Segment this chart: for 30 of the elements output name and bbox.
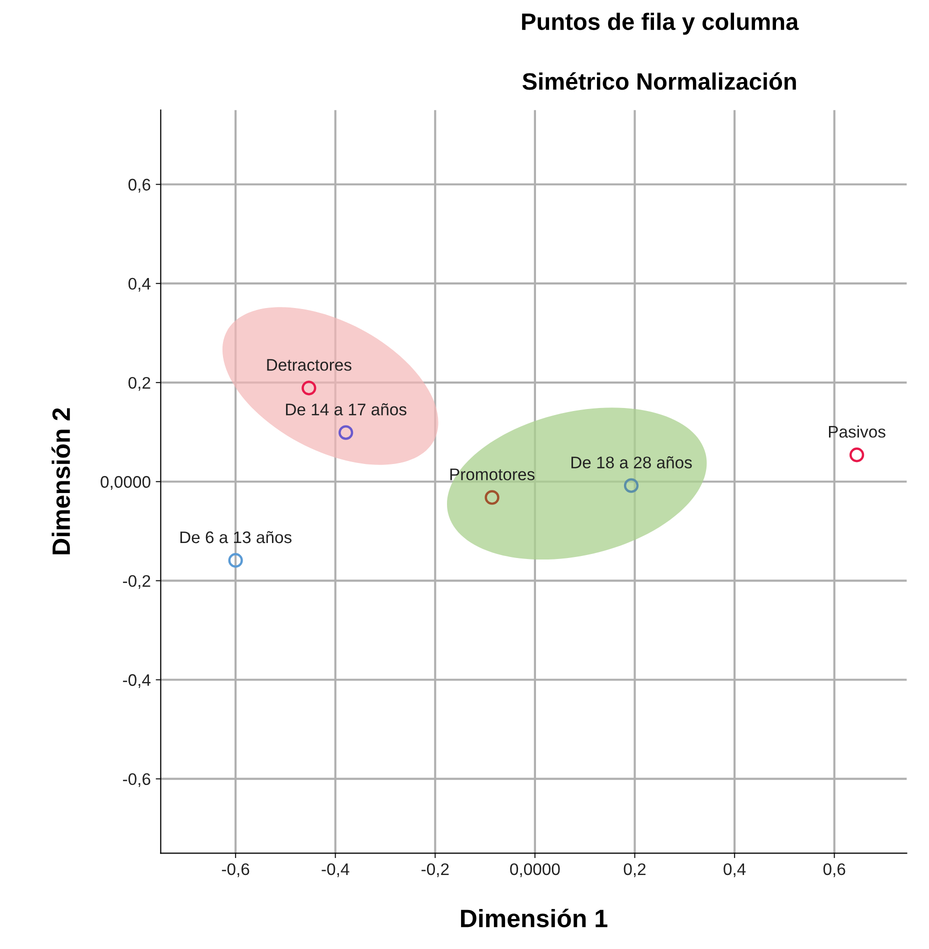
annotation: De 14 a 17 años	[286, 403, 406, 416]
x-tick-label: -0,2	[422, 863, 449, 878]
chart-title: Puntos de fila y columna	[522, 12, 799, 35]
x-tick-label: 0,6	[823, 863, 846, 878]
x-tick-label: -0,6	[222, 863, 250, 878]
y-axis-title: Dimensión 2	[52, 408, 70, 554]
annotation: Promotores	[450, 468, 535, 480]
y-tick-label: -0,4	[123, 674, 151, 688]
point	[228, 553, 243, 568]
x-tick-label: -0,4	[322, 863, 350, 878]
x-tick-label: 0,2	[624, 863, 646, 878]
point	[624, 478, 639, 493]
annotation: De 18 a 28 años	[571, 456, 692, 468]
point	[338, 425, 354, 440]
annotation: Detractores	[267, 359, 352, 371]
x-tick-label: 0,0000	[510, 863, 560, 878]
x-tick-label: 0,4	[724, 863, 746, 878]
point	[484, 490, 500, 505]
annotation: De 6 a 13 años	[180, 531, 292, 544]
point	[302, 380, 316, 396]
y-tick-label: 0,2	[128, 376, 150, 391]
point	[849, 448, 864, 462]
y-tick-label: -0,2	[123, 575, 150, 589]
y-tick-label: 0,4	[128, 278, 151, 292]
annotation: Pasivos	[828, 425, 886, 438]
x-axis-title: Dimensión 1	[461, 908, 608, 928]
y-tick-label: 0,6	[128, 178, 150, 193]
y-tick-label: -0,6	[123, 773, 150, 788]
chart-subtitle: Simétrico Normalización	[522, 72, 796, 90]
y-tick-label: 0,0000	[100, 476, 150, 490]
